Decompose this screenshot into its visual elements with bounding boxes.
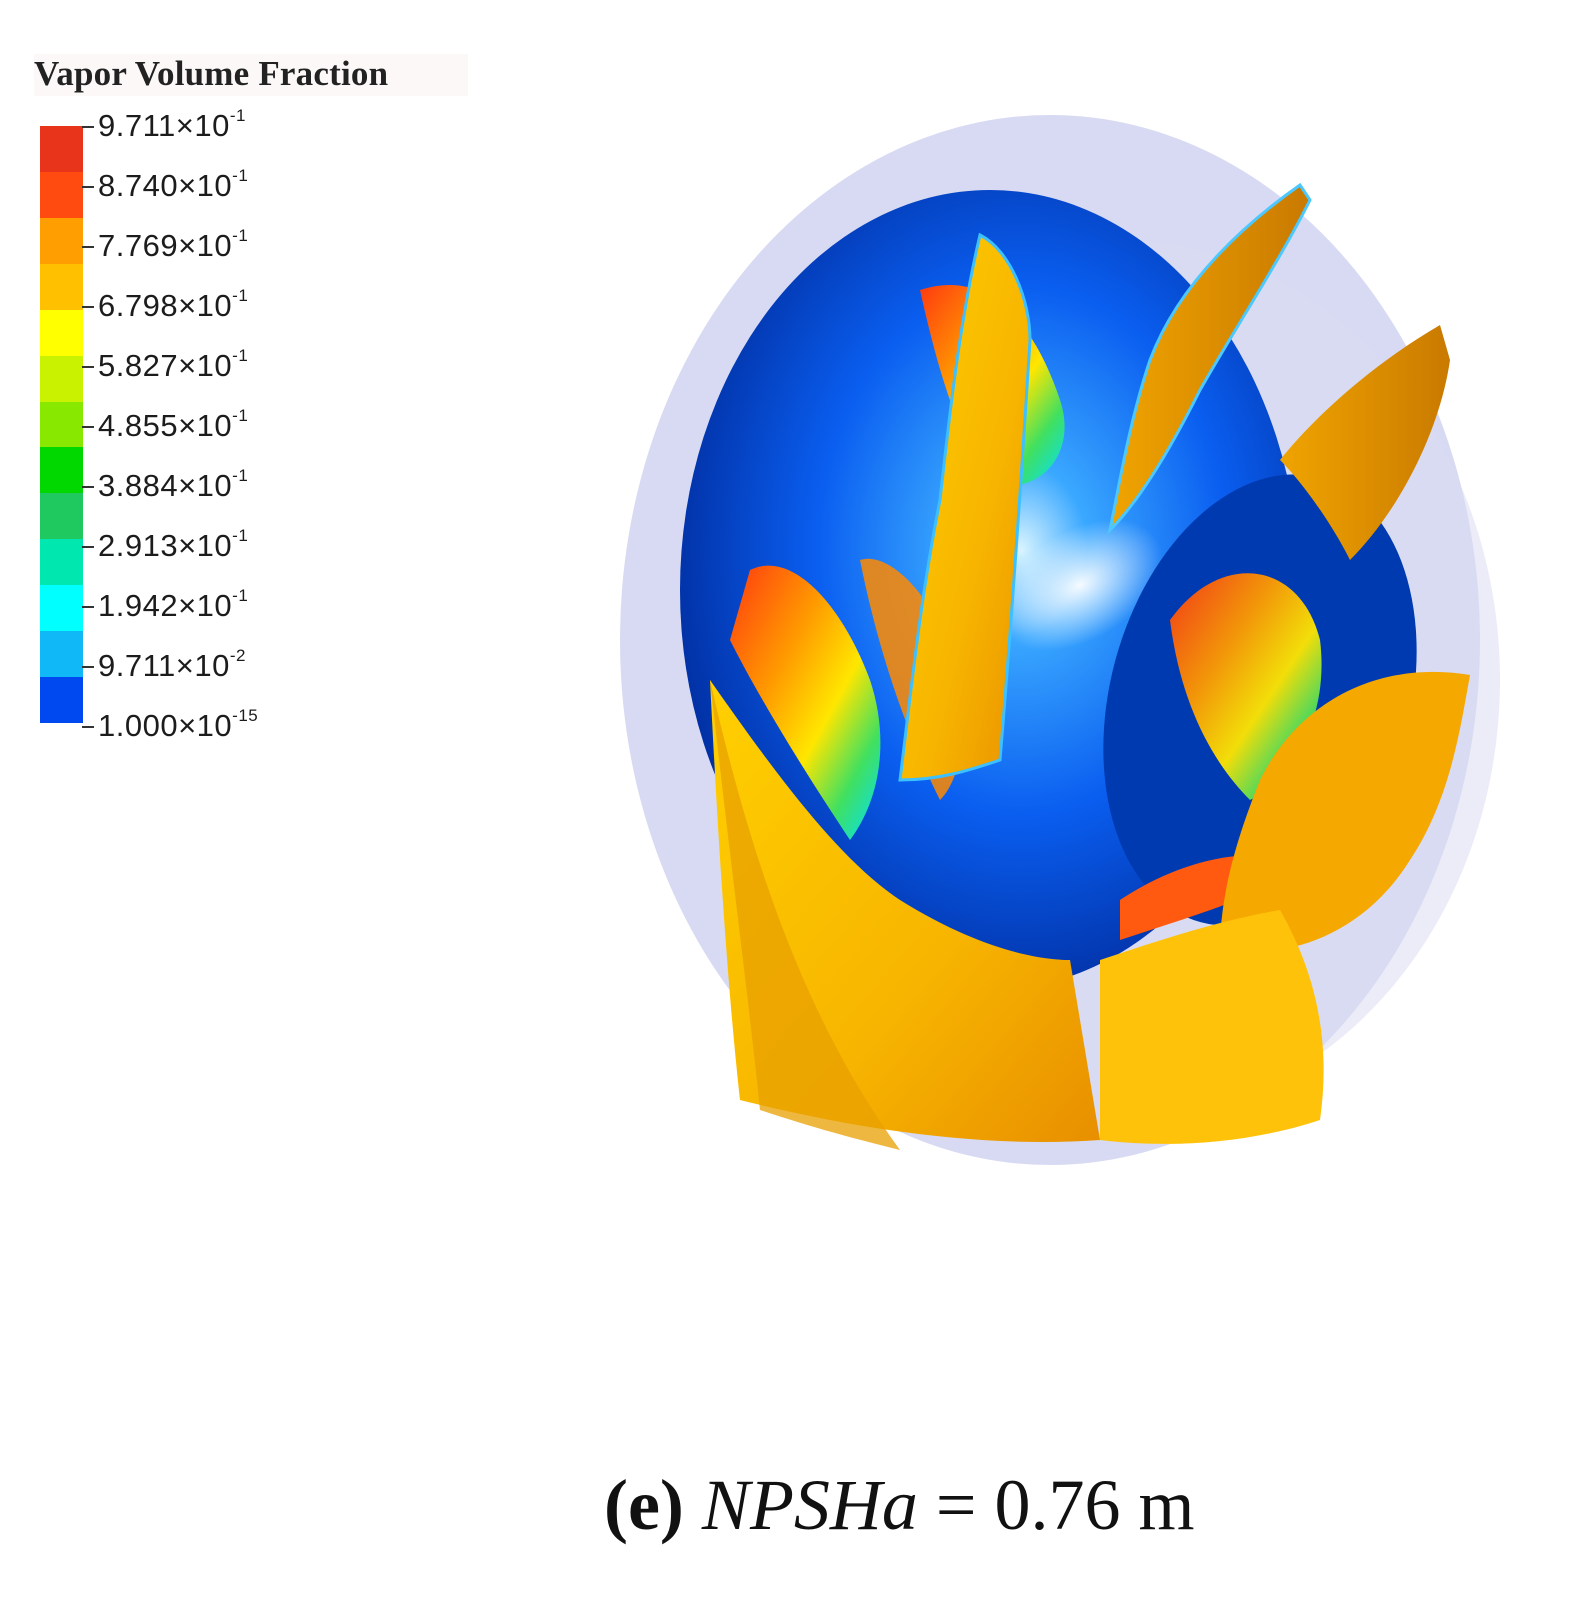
colorbar-tick-label: 4.855×10-1: [98, 405, 249, 444]
colorbar-band: [40, 677, 83, 724]
colorbar-tick-label: 5.827×10-1: [98, 345, 249, 384]
colorbar-tick: [82, 606, 94, 608]
blade-top-right: [1107, 182, 1312, 535]
colorbar-band: [40, 447, 83, 494]
tick-mantissa: 8.740×10: [98, 168, 233, 203]
caption-variable: NPSHa: [701, 1465, 918, 1545]
tick-mantissa: 2.913×10: [98, 528, 233, 563]
colorbar-band: [40, 539, 83, 586]
tick-exponent: -1: [232, 465, 249, 485]
tick-mantissa: 7.769×10: [98, 228, 233, 263]
colorbar-tick: [82, 306, 94, 308]
tick-exponent: -1: [232, 285, 249, 305]
blade-bottom-right: [1100, 910, 1324, 1144]
tick-mantissa: 9.711×10: [98, 648, 230, 683]
vapor-region-left: [730, 565, 881, 840]
colorbar-tick: [82, 246, 94, 248]
colorbar-band: [40, 263, 83, 311]
caption-panel-label: (e): [604, 1465, 684, 1545]
colorbar-tick-label: 9.711×10-1: [98, 105, 246, 144]
tick-mantissa: 4.855×10: [98, 408, 233, 443]
blade-shadow-left: [710, 680, 900, 1150]
tick-exponent: -1: [232, 405, 249, 425]
colorbar-tick: [82, 186, 94, 188]
tick-exponent: -1: [229, 105, 246, 125]
tick-exponent: -2: [229, 645, 246, 665]
colorbar-tick-label: 8.740×10-1: [98, 165, 249, 204]
colorbar-band: [40, 217, 83, 265]
colorbar-band: [40, 171, 83, 219]
blade-top-left: [898, 232, 1032, 782]
colorbar-band: [40, 585, 83, 632]
hub-highlight: [997, 519, 1163, 651]
colorbar-band: [40, 493, 83, 540]
tick-mantissa: 6.798×10: [98, 288, 233, 323]
colorbar-tick-label: 7.769×10-1: [98, 225, 249, 264]
caption-value: = 0.76 m: [917, 1465, 1195, 1545]
colorbar-tick-label: 1.000×10-15: [98, 705, 259, 744]
blade-lower-right: [1220, 671, 1470, 953]
colorbar-band: [40, 401, 83, 448]
colorbar-tick-label: 6.798×10-1: [98, 285, 249, 324]
colorbar-tick-label: 9.711×10-2: [98, 645, 246, 684]
colorbar-legend: Vapor Volume Fraction 9.711×10-1 8.740×10…: [30, 40, 530, 780]
figure-caption: (e) NPSHa = 0.76 m: [604, 1464, 1195, 1547]
colorbar-tick: [82, 426, 94, 428]
colorbar-tick: [82, 726, 94, 728]
colorbar: [40, 126, 83, 724]
cavitation-impeller-render: [560, 80, 1560, 1230]
colorbar-tick: [82, 546, 94, 548]
tick-mantissa: 1.942×10: [98, 588, 233, 623]
colorbar-band: [40, 631, 83, 678]
impeller-image: [620, 115, 1500, 1165]
colorbar-band: [40, 309, 83, 357]
colorbar-tick-label: 2.913×10-1: [98, 525, 249, 564]
colorbar-band: [40, 126, 83, 173]
tick-exponent: -15: [232, 705, 259, 725]
blade-right: [1280, 325, 1450, 560]
tick-mantissa: 3.884×10: [98, 468, 233, 503]
colorbar-tick: [82, 666, 94, 668]
colorbar-tick-label: 3.884×10-1: [98, 465, 249, 504]
colorbar-tick: [82, 366, 94, 368]
tick-exponent: -1: [232, 525, 249, 545]
tick-exponent: -1: [232, 225, 249, 245]
legend-title: Vapor Volume Fraction: [34, 54, 469, 96]
tick-exponent: -1: [232, 165, 249, 185]
tick-mantissa: 5.827×10: [98, 348, 233, 383]
colorbar-tick: [82, 126, 94, 128]
tick-mantissa: 9.711×10: [98, 108, 230, 143]
tick-exponent: -1: [232, 585, 249, 605]
colorbar-tick-label: 1.942×10-1: [98, 585, 249, 624]
colorbar-band: [40, 355, 83, 403]
tick-exponent: -1: [232, 345, 249, 365]
tick-mantissa: 1.000×10: [98, 708, 233, 743]
colorbar-tick: [82, 486, 94, 488]
